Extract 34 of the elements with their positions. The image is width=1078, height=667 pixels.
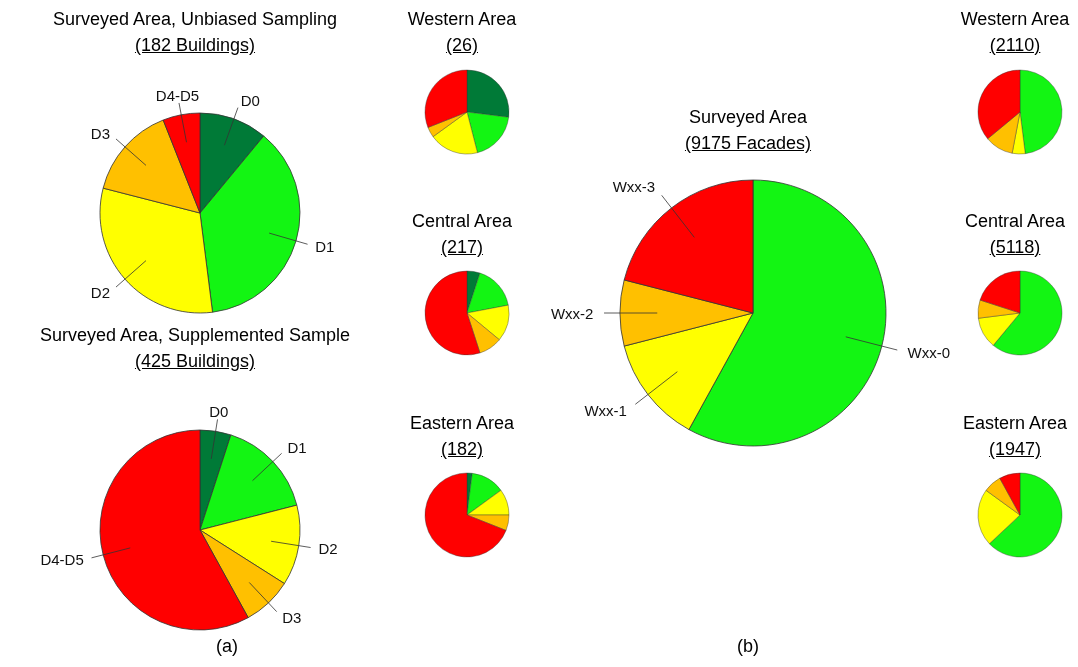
- chart-title: Surveyed Area, Supplemented Sample: [38, 324, 352, 347]
- chart-subtitle: (217): [440, 236, 484, 259]
- slice-label: D1: [287, 439, 307, 457]
- slice-label: D4-D5: [155, 86, 200, 104]
- chart-title: Western Area: [406, 8, 518, 31]
- slice-label: Wxx-2: [550, 304, 594, 322]
- chart-subtitle: (9175 Facades): [683, 132, 813, 155]
- slice-label: D1: [315, 237, 335, 255]
- chart-subtitle: (425 Buildings): [133, 350, 257, 373]
- chart-subtitle: (2110): [988, 34, 1042, 57]
- slice-label: Wxx-3: [612, 178, 656, 196]
- chart-subtitle: (182 Buildings): [133, 34, 257, 57]
- chart-subtitle: (26): [445, 34, 479, 57]
- chart-title: Central Area: [410, 210, 514, 233]
- slice-label: D4-D5: [40, 551, 84, 569]
- chart-title: Eastern Area: [408, 412, 516, 435]
- slice-label: D2: [90, 283, 110, 301]
- slice-label: D2: [318, 540, 338, 558]
- chart-title: Eastern Area: [961, 412, 1069, 435]
- chart-subtitle: (1947): [988, 438, 1042, 461]
- chart-title: Western Area: [959, 8, 1071, 31]
- text: (a): [215, 636, 239, 657]
- slice-label: Wxx-1: [584, 402, 627, 420]
- slice-label: D3: [90, 125, 110, 143]
- slice-label: D0: [209, 402, 229, 420]
- slice-label: D3: [282, 608, 302, 626]
- chart-title: Central Area: [963, 210, 1067, 233]
- chart-title: Surveyed Area: [687, 106, 809, 129]
- slice-label: D0: [240, 91, 260, 109]
- text: (b): [736, 636, 760, 657]
- chart-subtitle: (182): [440, 438, 484, 461]
- slice-label: Wxx-0: [907, 344, 951, 362]
- chart-subtitle: (5118): [988, 236, 1042, 259]
- chart-title: Surveyed Area, Unbiased Sampling: [51, 8, 339, 31]
